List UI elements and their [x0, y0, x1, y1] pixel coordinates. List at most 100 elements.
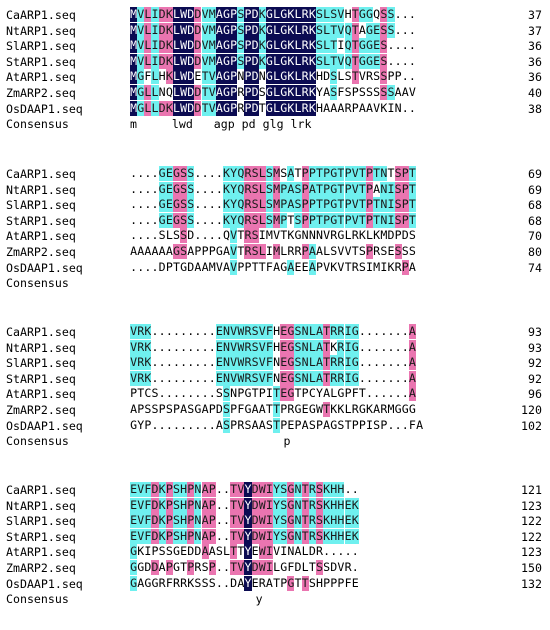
residue: A — [308, 259, 316, 275]
residue: T — [373, 197, 381, 213]
residue: T — [358, 386, 366, 401]
residue: S — [330, 7, 338, 22]
residue: V — [237, 497, 245, 513]
residue: T — [230, 528, 238, 544]
residue: P — [165, 560, 173, 575]
residue: . — [394, 355, 402, 370]
residue: G — [280, 38, 288, 54]
residue: K — [351, 528, 359, 544]
residue-position: 120 — [521, 403, 542, 417]
residue: K — [308, 53, 316, 69]
residue: S — [251, 244, 259, 259]
residue: K — [144, 339, 152, 355]
residue: W — [258, 482, 266, 497]
residue: . — [172, 386, 180, 401]
residue: L — [151, 69, 159, 85]
residue: G — [158, 166, 166, 181]
residue: S — [251, 324, 259, 339]
residue: G — [337, 386, 345, 401]
residue: R — [172, 575, 180, 590]
residue: D — [187, 38, 195, 54]
residue: . — [408, 53, 416, 68]
residue: A — [358, 100, 366, 115]
residue: W — [237, 355, 245, 371]
sequence-row: StARP1.seq E V F D K P S H P N A P.. T V Y D W I Y S G N T R S K H H… — [0, 528, 550, 544]
residue: A — [208, 544, 216, 559]
residue: I — [258, 228, 266, 243]
residue: T — [273, 402, 281, 417]
residue: E — [215, 339, 223, 355]
residue: P — [194, 244, 202, 258]
residue: H — [315, 575, 323, 590]
residue: V — [137, 7, 145, 22]
residue: F — [265, 259, 273, 274]
residue: T — [258, 259, 266, 274]
residue: R — [244, 166, 252, 181]
residue: . — [194, 355, 202, 370]
residue: S — [394, 244, 402, 259]
sequence-row: CaARP1.seq E V F D K P S H P N A P.. T V Y D W I Y S G N T R S K H H… — [0, 482, 550, 497]
residue: L — [258, 197, 266, 213]
residue: . — [151, 166, 159, 180]
residue: N — [273, 355, 281, 370]
residue: N — [301, 370, 309, 386]
residue: R — [137, 370, 145, 386]
residue: R — [301, 38, 309, 54]
residue: K — [323, 528, 331, 544]
sequence-row: NtARP1.seq E V F D K P S H P N A P.. T V Y D W I Y S G N T R S K H H… — [0, 497, 550, 513]
residue: K — [330, 339, 338, 354]
residue: W — [180, 100, 188, 116]
residue: P — [187, 513, 195, 529]
residue: S — [394, 197, 402, 213]
residue: M — [273, 181, 281, 197]
residue: L — [144, 38, 152, 54]
residue: L — [172, 85, 181, 100]
residue: A — [337, 100, 345, 115]
residue: G — [172, 544, 180, 559]
residue: P — [387, 69, 395, 84]
residue: . — [215, 575, 223, 590]
residue: G — [280, 259, 288, 274]
residue: P — [208, 528, 216, 544]
sequence-name: SlARP1.seq — [6, 514, 76, 529]
residue: G — [130, 544, 138, 560]
residue: M — [208, 53, 216, 69]
residue: M — [208, 22, 216, 38]
residue: K — [308, 7, 316, 22]
residue: N — [222, 370, 231, 386]
residue: S — [323, 560, 331, 574]
residue: . — [215, 181, 223, 196]
residue: . — [366, 355, 373, 370]
consensus-label: Consensus — [6, 592, 69, 607]
residue: . — [323, 544, 331, 559]
residue: R — [308, 513, 316, 529]
residue: H — [180, 497, 188, 513]
residue: V — [201, 22, 209, 38]
residue: S — [380, 38, 388, 54]
residue: S — [373, 85, 381, 99]
residue: R — [244, 355, 252, 371]
residue: N — [380, 166, 388, 181]
residue: V — [130, 370, 138, 386]
residue: . — [201, 370, 209, 385]
residue: R — [351, 228, 359, 243]
residue: E — [130, 482, 138, 497]
residue: T — [251, 386, 259, 401]
residue: . — [172, 324, 180, 338]
residue: S — [180, 181, 188, 197]
residue: P — [280, 417, 288, 432]
residue: K — [323, 482, 331, 497]
sequence-row: ZmARP2.seq M G L L N Q L W D D T V A G P R P D S G L G K L R K Y A S F… — [0, 85, 550, 100]
residue: D — [151, 513, 159, 529]
residue: R — [380, 402, 388, 416]
residue: V — [208, 85, 216, 100]
residue: . — [366, 386, 373, 401]
residue: S — [180, 166, 188, 181]
residue: A — [323, 85, 331, 99]
residue: T — [201, 69, 209, 85]
residue: S — [330, 244, 338, 258]
residue: S — [380, 7, 388, 22]
residue: D — [151, 560, 159, 575]
residue: I — [265, 497, 273, 513]
